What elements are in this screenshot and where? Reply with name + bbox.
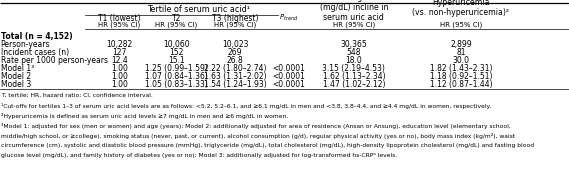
Text: 2,899: 2,899 — [450, 40, 472, 49]
Text: middle/high school, or ≥college), smoking status (never, past, or current), alco: middle/high school, or ≥college), smokin… — [1, 133, 515, 139]
Text: 1.07 (0.84–1.36): 1.07 (0.84–1.36) — [145, 72, 208, 81]
Text: 1.12 (0.87–1.44): 1.12 (0.87–1.44) — [430, 80, 492, 89]
Text: 152: 152 — [169, 48, 184, 57]
Text: 15.1: 15.1 — [168, 56, 185, 65]
Text: 1.62 (1.13–2.34): 1.62 (1.13–2.34) — [323, 72, 385, 81]
Text: T2: T2 — [172, 14, 181, 23]
Text: 1.82 (1.43–2.31): 1.82 (1.43–2.31) — [430, 64, 492, 73]
Text: <0.0001: <0.0001 — [273, 72, 306, 81]
Text: circumference (cm), systolic and diastolic blood pressure (mmHg), triglyceride (: circumference (cm), systolic and diastol… — [1, 143, 534, 148]
Text: <0.0001: <0.0001 — [273, 64, 306, 73]
Text: T3 (highest): T3 (highest) — [212, 14, 258, 23]
Text: HR (95% CI): HR (95% CI) — [333, 21, 375, 28]
Text: 1.00: 1.00 — [111, 80, 128, 89]
Text: Hyperuricemia
(vs. non-hyperuricemia)²: Hyperuricemia (vs. non-hyperuricemia)² — [413, 0, 509, 17]
Text: Model 1³: Model 1³ — [1, 64, 34, 73]
Text: 1.00: 1.00 — [111, 72, 128, 81]
Text: 1.25 (0.99–1.59): 1.25 (0.99–1.59) — [145, 64, 208, 73]
Text: ¹Cut-offs for tertiles 1–3 of serum uric acid levels are as follows: <5.2, 5.2–6: ¹Cut-offs for tertiles 1–3 of serum uric… — [1, 103, 490, 109]
Text: 10,282: 10,282 — [106, 40, 133, 49]
Text: $P_{\mathit{trend}}$: $P_{\mathit{trend}}$ — [279, 13, 299, 23]
Text: T1 (lowest): T1 (lowest) — [98, 14, 141, 23]
Text: 3.15 (2.19–4.53): 3.15 (2.19–4.53) — [323, 64, 385, 73]
Text: 1.54 (1.24–1.93): 1.54 (1.24–1.93) — [204, 80, 266, 89]
Text: HR (95% CI): HR (95% CI) — [440, 21, 482, 28]
Text: 1.05 (0.83–1.33): 1.05 (0.83–1.33) — [145, 80, 208, 89]
Text: 269: 269 — [228, 48, 242, 57]
Text: ²Hyperuricemia is defined as serum uric acid levels ≥7 mg/dL in men and ≥6 mg/dL: ²Hyperuricemia is defined as serum uric … — [1, 113, 288, 119]
Text: 26.8: 26.8 — [226, 56, 244, 65]
Text: glucose level (mg/dL), and family history of diabetes (yes or no); Model 3: addi: glucose level (mg/dL), and family histor… — [1, 153, 397, 158]
Text: HR (95% CI): HR (95% CI) — [155, 21, 197, 28]
Text: Rate per 1000 person-years: Rate per 1000 person-years — [1, 56, 108, 65]
Text: 548: 548 — [347, 48, 361, 57]
Text: Total (n = 4,152): Total (n = 4,152) — [1, 32, 72, 41]
Text: T, tertile; HR, hazard ratio; CI, confidence interval.: T, tertile; HR, hazard ratio; CI, confid… — [1, 93, 152, 98]
Text: <0.0001: <0.0001 — [273, 80, 306, 89]
Text: 127: 127 — [112, 48, 127, 57]
Text: 81: 81 — [456, 48, 465, 57]
Text: Model 2: Model 2 — [1, 72, 31, 81]
Text: Model 3: Model 3 — [1, 80, 31, 89]
Text: 10,023: 10,023 — [222, 40, 248, 49]
Text: 30,365: 30,365 — [340, 40, 368, 49]
Text: Person-years: Person-years — [1, 40, 50, 49]
Text: 2.22 (1.80–2.74): 2.22 (1.80–2.74) — [204, 64, 266, 73]
Text: HR (95% CI): HR (95% CI) — [214, 21, 256, 28]
Text: 1.18 (0.92–1.51): 1.18 (0.92–1.51) — [430, 72, 492, 81]
Text: 12.4: 12.4 — [111, 56, 128, 65]
Text: Per 1 log unit
(mg/dL) incline in
serum uric acid: Per 1 log unit (mg/dL) incline in serum … — [320, 0, 388, 22]
Text: 1.47 (1.02–2.12): 1.47 (1.02–2.12) — [323, 80, 385, 89]
Text: 30.0: 30.0 — [452, 56, 469, 65]
Text: 18.0: 18.0 — [345, 56, 362, 65]
Text: ³Model 1: adjusted for sex (men or women) and age (years); Model 2: additionally: ³Model 1: adjusted for sex (men or women… — [1, 123, 510, 129]
Text: 1.00: 1.00 — [111, 64, 128, 73]
Text: Incident cases (n): Incident cases (n) — [1, 48, 69, 57]
Text: HR (95% CI): HR (95% CI) — [98, 21, 141, 28]
Text: Tertile of serum uric acid¹: Tertile of serum uric acid¹ — [147, 5, 250, 14]
Text: 1.63 (1.31–2.02): 1.63 (1.31–2.02) — [204, 72, 266, 81]
Text: 10,060: 10,060 — [163, 40, 189, 49]
